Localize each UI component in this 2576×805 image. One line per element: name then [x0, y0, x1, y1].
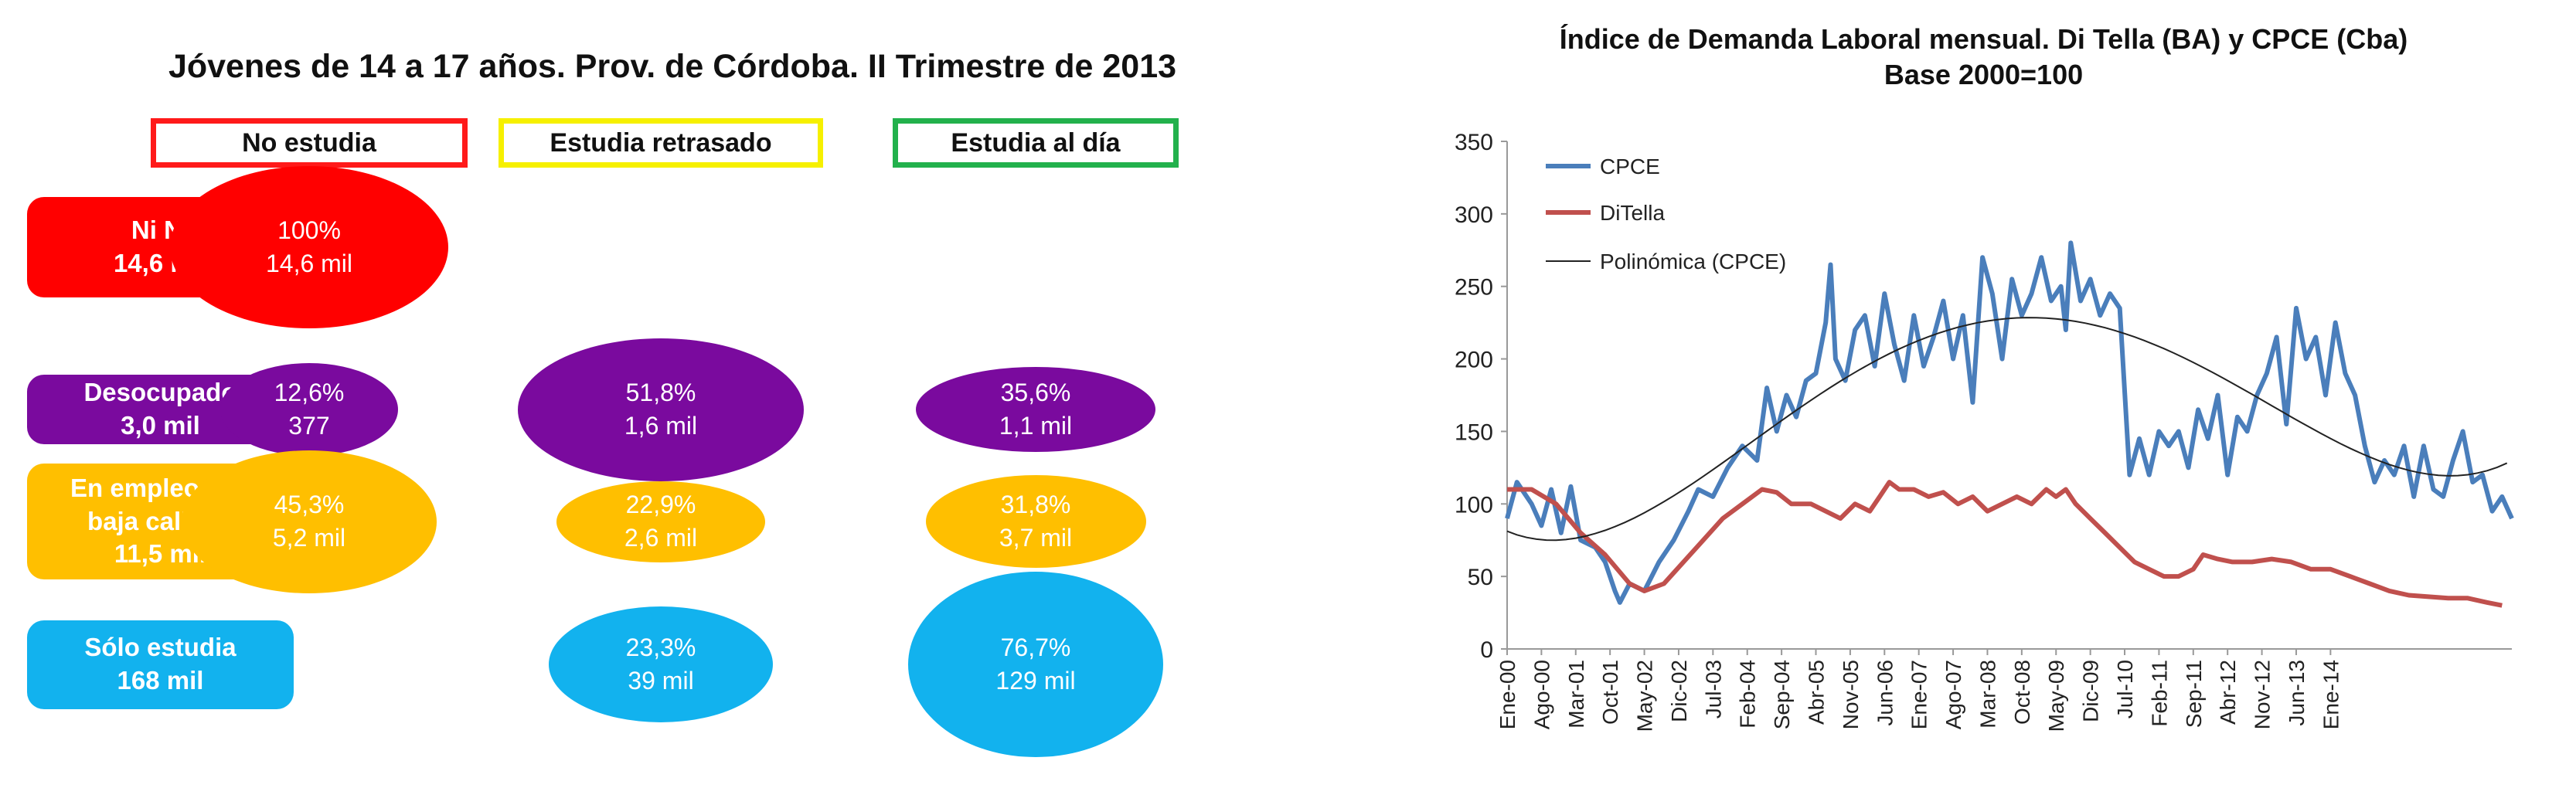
- x-tick-label: Jun-06: [1873, 660, 1897, 726]
- x-tick-label: Nov-12: [2251, 660, 2275, 729]
- chart-title: Índice de Demanda Laboral mensual. Di Te…: [1559, 23, 2408, 55]
- x-tick-label: Abr-05: [1805, 660, 1829, 725]
- x-tick-label: Jul-10: [2113, 660, 2137, 718]
- y-tick-label: 0: [1480, 637, 1493, 663]
- y-tick-label: 350: [1455, 130, 1493, 155]
- series-line-polinomica: [1506, 317, 2508, 542]
- cell-value: 1,6 mil: [624, 412, 698, 440]
- cell-percent: 76,7%: [1000, 633, 1071, 661]
- cell-percent: 12,6%: [274, 378, 345, 406]
- cell-percent: 31,8%: [1000, 490, 1071, 518]
- x-tick-label: Ago-07: [1941, 660, 1965, 729]
- series-line-ditella: [1507, 480, 2503, 608]
- cell-ellipse: 76,7% 129 mil: [908, 572, 1163, 757]
- cell-percent: 35,6%: [1000, 378, 1071, 406]
- cell-value: 377: [288, 412, 330, 440]
- x-tick-label: Ene-00: [1496, 660, 1519, 729]
- cell-percent: 100%: [277, 216, 341, 244]
- x-tick-label: Nov-05: [1839, 660, 1863, 729]
- x-tick-label: Oct-08: [2010, 660, 2034, 725]
- cell-ellipse: 51,8% 1,6 mil: [518, 338, 804, 481]
- y-tick-label: 150: [1455, 419, 1493, 445]
- cell-ellipse: 23,3% 39 mil: [549, 606, 773, 722]
- x-tick-label: Abr-12: [2216, 660, 2240, 725]
- x-tick-label: Feb-11: [2147, 660, 2171, 727]
- y-tick-label: 250: [1455, 275, 1493, 301]
- cell-ellipse: 100% 14,6 mil: [170, 166, 448, 328]
- x-tick-label: May-02: [1633, 660, 1657, 732]
- cell-percent: 23,3%: [625, 633, 696, 661]
- flow-diagram-panel: Jóvenes de 14 a 17 años. Prov. de Córdob…: [27, 48, 1179, 757]
- legend-label: Polinómica (CPCE): [1600, 250, 1786, 273]
- chart-subtitle: Base 2000=100: [1884, 59, 2084, 90]
- y-tick-label: 50: [1468, 565, 1493, 590]
- cell-value: 2,6 mil: [624, 524, 698, 552]
- cell-percent: 51,8%: [625, 378, 696, 406]
- y-tick-label: 100: [1455, 492, 1493, 518]
- x-tick-label: Ene-14: [2319, 660, 2343, 729]
- column-header-1: No estudia: [151, 118, 468, 168]
- x-tick-label: Ago-00: [1530, 660, 1553, 729]
- x-tick-label: Dic-09: [2079, 660, 2103, 722]
- x-tick-label: Ene-07: [1907, 660, 1931, 729]
- column-header-2: Estudia retrasado: [499, 118, 823, 168]
- line-chart-panel: Índice de Demanda Laboral mensual. Di Te…: [1391, 0, 2576, 805]
- x-tick-label: Sep-04: [1770, 660, 1794, 729]
- y-tick-label: 300: [1455, 202, 1493, 228]
- cell-value: 5,2 mil: [272, 524, 346, 552]
- x-tick-label: Mar-01: [1564, 660, 1588, 729]
- cell-ellipse: 35,6% 1,1 mil: [916, 367, 1155, 452]
- cell-percent: 45,3%: [274, 490, 345, 518]
- row-label-4: Sólo estudia 168 mil: [27, 620, 294, 709]
- cell-value: 1,1 mil: [999, 412, 1073, 440]
- x-tick-label: Dic-02: [1667, 660, 1691, 722]
- legend-label: CPCE: [1600, 155, 1660, 178]
- cell-ellipse: 31,8% 3,7 mil: [925, 475, 1146, 568]
- y-tick-label: 200: [1455, 348, 1493, 373]
- legend-label: DiTella: [1600, 201, 1665, 225]
- diagram-title: Jóvenes de 14 a 17 años. Prov. de Córdob…: [168, 48, 1177, 85]
- cell-ellipse: 45,3% 5,2 mil: [182, 450, 437, 593]
- cell-percent: 22,9%: [625, 490, 696, 518]
- x-tick-label: Oct-01: [1598, 660, 1622, 725]
- cell-value: 14,6 mil: [265, 250, 353, 277]
- cell-value: 39 mil: [628, 667, 694, 695]
- cell-value: 3,7 mil: [999, 524, 1073, 552]
- cell-value: 129 mil: [995, 667, 1076, 695]
- cell-ellipse: 22,9% 2,6 mil: [556, 481, 765, 562]
- x-tick-label: Sep-11: [2182, 660, 2206, 728]
- x-tick-label: Feb-04: [1736, 660, 1760, 729]
- x-tick-label: Jun-13: [2285, 660, 2309, 726]
- cell-ellipse: 12,6% 377: [220, 363, 398, 456]
- x-tick-label: May-09: [2044, 660, 2068, 732]
- x-tick-label: Jul-03: [1701, 660, 1725, 718]
- series-line-cpce: [1505, 240, 2514, 605]
- x-tick-label: Mar-08: [1975, 660, 1999, 729]
- column-header-3: Estudia al día: [893, 118, 1179, 168]
- line-chart: 0 50 100 150 200 250 300 350 Ene-00 Ago-00 Mar-01 O…: [1455, 130, 2514, 732]
